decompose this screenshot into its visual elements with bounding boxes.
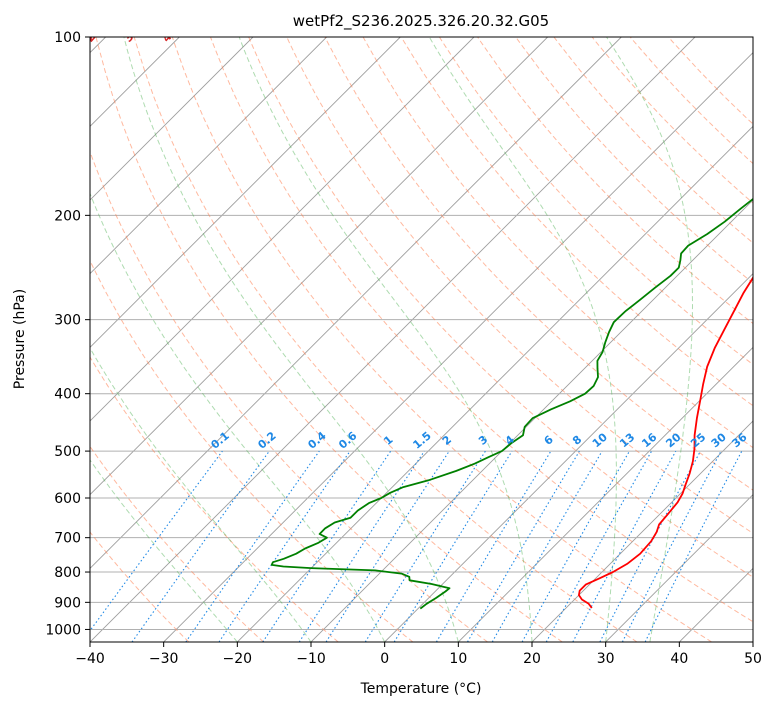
moist-adiabat-line	[428, 37, 617, 642]
isotherm-line	[90, 37, 401, 348]
dry-adiabat-line	[324, 37, 753, 491]
plot-frame	[89, 36, 754, 643]
y-tick-label: 200	[54, 208, 81, 224]
dry-adiabat-line	[90, 356, 339, 642]
isotherm-line	[458, 346, 753, 642]
isotherm-line	[605, 494, 753, 642]
x-tick-label: 20	[523, 651, 541, 667]
isobars	[90, 37, 753, 630]
y-tick-label: 400	[54, 387, 81, 403]
y-tick-label: 900	[54, 595, 81, 611]
mixing-ratio-line	[521, 450, 630, 642]
skewed-isotherms	[90, 37, 753, 642]
dry-adiabat-line	[362, 37, 753, 449]
isotherm-line	[237, 125, 753, 642]
dry-adiabat-line	[477, 37, 753, 325]
mixing-ratio-line	[298, 450, 425, 642]
mixing-ratio-line	[185, 450, 320, 642]
isotherm-line	[90, 37, 327, 275]
dry-adiabat-line	[400, 37, 753, 407]
moist-adiabats	[90, 37, 693, 642]
dry-adiabat-label: 30	[122, 24, 142, 44]
y-tick-label: 600	[54, 491, 81, 507]
isotherm-line	[90, 37, 622, 569]
moist-adiabat-line	[123, 37, 459, 642]
x-tick-label: 40	[670, 651, 688, 667]
y-tick-label: 500	[54, 444, 81, 460]
dry-adiabat-line	[95, 37, 563, 642]
isotherm-line	[90, 37, 696, 642]
x-tick-label: −10	[296, 651, 326, 667]
chart-title: wetPf2_S236.2025.326.20.32.G05	[293, 12, 549, 31]
y-tick-label: 300	[54, 313, 81, 329]
dry-adiabat-label: 40	[160, 24, 180, 44]
x-tick-label: 50	[744, 651, 762, 667]
isotherm-line	[384, 273, 753, 642]
mixing-ratio-line	[393, 450, 513, 642]
dry-adiabat-line	[210, 37, 753, 623]
dry-adiabat-line	[90, 150, 488, 642]
isotherm-line	[90, 37, 475, 422]
moist-adiabat-line	[238, 37, 533, 642]
temperature-profile-line	[578, 276, 753, 609]
dry-adiabat-line	[90, 259, 414, 642]
mixing-ratio-line	[262, 450, 392, 642]
x-tick-label: 30	[597, 651, 615, 667]
x-tick-label: 0	[380, 651, 389, 667]
dry-adiabat-line	[248, 37, 753, 578]
dry-adiabat-line	[133, 37, 638, 642]
y-tick-label: 700	[54, 531, 81, 547]
x-axis-ticks: −40 −30 −20 −10 0 10 20 30 40 50	[75, 642, 762, 667]
mixing-ratio-line	[644, 450, 743, 642]
mixing-ratio-line	[218, 450, 351, 642]
isotherm-line	[90, 37, 254, 201]
isotherm-line	[90, 37, 548, 496]
mixing-ratio-line	[131, 450, 270, 642]
moist-adiabat-line	[606, 37, 693, 642]
dry-adiabats	[90, 37, 753, 642]
dry-adiabat-line	[90, 531, 190, 642]
y-tick-label: 100	[54, 30, 81, 46]
mixing-ratio-line	[545, 450, 653, 642]
moist-adiabat-line	[90, 347, 312, 642]
dewpoint-profile-line	[270, 197, 753, 610]
sounding-profiles	[270, 197, 753, 610]
dry-adiabat-line	[515, 37, 753, 284]
y-axis-ticks: 100 200 300 400 500 600 700 800 900 1000	[45, 30, 90, 638]
y-tick-label: 800	[54, 565, 81, 581]
moist-adiabat-line	[90, 192, 386, 642]
x-tick-label: −30	[149, 651, 179, 667]
dry-adiabat-line	[286, 37, 753, 534]
mixing-ratio-line	[325, 450, 450, 642]
isotherm-line	[163, 52, 753, 642]
isotherm-line	[531, 420, 753, 642]
mixing-ratio-line	[572, 450, 677, 642]
x-axis-label: Temperature (°C)	[360, 681, 482, 697]
y-axis-label: Pressure (hPa)	[12, 289, 28, 389]
x-tick-label: −20	[223, 651, 253, 667]
y-tick-label: 1000	[45, 622, 81, 638]
dry-adiabat-line	[171, 37, 712, 642]
x-tick-label: −40	[75, 651, 105, 667]
moist-adiabat-line	[90, 459, 238, 642]
mixing-ratio-lines	[90, 450, 743, 642]
x-tick-label: 10	[449, 651, 467, 667]
mixing-ratio-line	[90, 450, 223, 632]
